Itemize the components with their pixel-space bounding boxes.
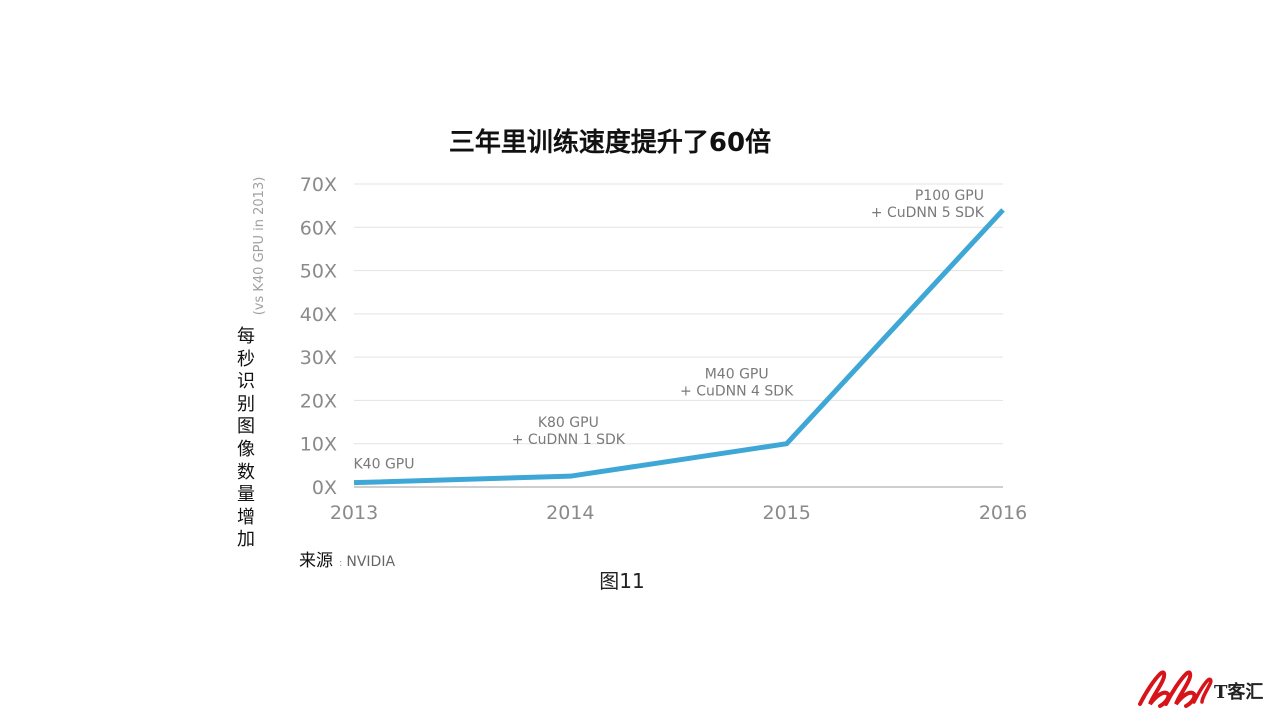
y-axis-label-char: 增 — [237, 506, 255, 528]
y-tick-label: 10X — [300, 434, 337, 456]
y-axis-label-char: 秒 — [237, 348, 255, 370]
source-note: 来源: NVIDIA — [299, 546, 395, 571]
y-axis-label-char: 像 — [237, 438, 255, 460]
source-separator: : — [339, 558, 343, 569]
y-tick-label: 70X — [300, 174, 337, 196]
annotation-label: K80 GPU — [538, 415, 599, 431]
y-axis-label-char: 识 — [237, 371, 255, 393]
y-tick-labels: 0X 10X 20X 30X 40X 50X 60X 70X — [300, 174, 337, 499]
x-tick-label: 2015 — [762, 502, 810, 524]
x-tick-labels: 2013 2014 2015 2016 — [330, 502, 1027, 524]
y-axis-label-char: 量 — [237, 484, 255, 506]
source-prefix: 来源 — [299, 551, 333, 571]
y-axis-label-cn: 每秒识别图像数量增加 — [232, 326, 260, 552]
y-axis-label-char: 加 — [237, 529, 255, 551]
series-layer — [353, 208, 1005, 486]
grid-layer — [354, 183, 1003, 488]
chart-title: 三年里训练速度提升了60倍 — [448, 128, 772, 158]
x-tick-label: 2016 — [979, 502, 1027, 524]
y-axis-label-char: 别 — [237, 393, 255, 415]
y-tick-label: 50X — [300, 261, 337, 283]
y-axis-label-char: 图 — [237, 416, 255, 438]
y-axis-label-char: 每 — [237, 326, 255, 347]
y-axis-label-char: 数 — [237, 461, 255, 483]
figure-caption: 图11 — [599, 569, 645, 593]
annotation-label: + CuDNN 4 SDK — [680, 384, 794, 400]
logo-mark-icon — [1138, 670, 1213, 708]
logo-stroke — [1138, 670, 1171, 708]
logo-stroke — [1192, 677, 1213, 704]
annotation-label: + CuDNN 1 SDK — [512, 432, 626, 448]
x-tick-label: 2014 — [546, 502, 594, 524]
source-value: NVIDIA — [346, 554, 396, 570]
logo-text: T客汇 — [1214, 681, 1263, 703]
series-line — [353, 208, 1005, 486]
brand-logo: T客汇 — [1138, 670, 1263, 708]
x-tick-label: 2013 — [330, 502, 378, 524]
y-tick-label: 60X — [300, 217, 337, 239]
annotation-label: M40 GPU — [705, 367, 769, 383]
y-tick-label: 40X — [300, 304, 337, 326]
annotation-label: P100 GPU — [915, 188, 984, 204]
y-axis-label: (vs K40 GPU in 2013) — [252, 177, 267, 316]
y-tick-label: 20X — [300, 390, 337, 412]
y-tick-label: 0X — [312, 477, 337, 499]
logo-stroke — [1164, 670, 1197, 708]
annotation-label: + CuDNN 5 SDK — [871, 205, 985, 221]
y-tick-label: 30X — [300, 347, 337, 369]
annotation-label: K40 GPU — [354, 457, 415, 473]
